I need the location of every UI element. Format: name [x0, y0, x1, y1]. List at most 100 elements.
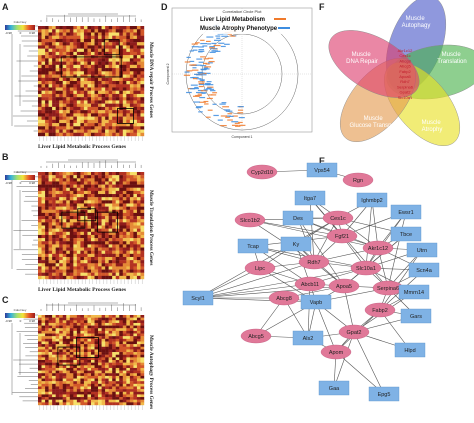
liver-gene-mark — [206, 97, 213, 100]
network-edge — [365, 199, 373, 269]
network-node-label: Scn4a — [416, 268, 433, 274]
muscle-gene-mark — [198, 61, 204, 63]
cluster-box — [103, 39, 120, 56]
venn-label-atrophy: Muscle Atrophy — [422, 120, 443, 133]
muscle-gene-mark — [186, 56, 191, 59]
cluster-box — [60, 56, 122, 78]
liver-gene-mark — [189, 64, 195, 66]
liver-gene-mark — [195, 42, 200, 44]
network-edge — [197, 261, 315, 299]
network-node-label: Abcb11 — [301, 282, 319, 288]
liver-gene-mark — [238, 121, 243, 124]
venn-label-glucose-l1: Muscle — [364, 116, 384, 122]
network-node-slc10a1: Slc10a1 — [350, 260, 382, 276]
network-edge — [365, 211, 407, 269]
venn-label-autophagy-l1: Muscle — [406, 16, 426, 22]
liver-gene-mark — [204, 66, 212, 68]
network-node-itga7: Itga7 — [294, 190, 326, 206]
muscle-gene-mark — [221, 35, 228, 37]
muscle-gene-mark — [209, 51, 216, 53]
network-node-scyl1: Scyl1 — [182, 290, 214, 306]
network-node-label: Tcap — [247, 244, 259, 250]
legend-liver-label: Liver Lipid Metabolism — [200, 17, 265, 23]
muscle-gene-mark — [200, 79, 205, 82]
cluster-box — [117, 108, 134, 124]
muscle-gene-mark — [184, 71, 190, 73]
muscle-gene-mark — [194, 86, 199, 89]
muscle-gene-node-shape — [356, 192, 388, 208]
muscle-gene-mark — [221, 102, 227, 104]
panel-letter-f: F — [319, 2, 325, 12]
muscle-gene-mark — [205, 88, 211, 90]
color-key-b: Color key -0.98 0 0.98 — [3, 170, 37, 186]
color-key-bar — [5, 313, 35, 318]
muscle-gene-mark — [206, 87, 212, 89]
muscle-gene-mark — [210, 90, 216, 92]
liver-gene-mark — [205, 63, 210, 65]
color-key-tick-max: 0.98 — [29, 181, 35, 185]
liver-gene-mark — [204, 103, 209, 105]
liver-gene-mark — [222, 106, 230, 108]
muscle-gene-mark — [220, 45, 226, 48]
muscle-gene-mark — [204, 82, 211, 85]
network-edge — [379, 249, 423, 311]
heatmap-c — [11, 302, 145, 410]
network-edge — [353, 331, 385, 395]
venn-label-translation-l2: Translation — [437, 59, 466, 65]
network-edge — [249, 219, 343, 237]
liver-gene-node-shape — [320, 344, 352, 360]
liver-gene-node-shape — [342, 172, 374, 188]
liver-gene-mark — [200, 39, 205, 41]
network-node-ces1c: Ces1c — [322, 210, 354, 226]
venn-label-glucose-l2: Glucose Transport — [349, 123, 398, 129]
cluster-box — [61, 211, 86, 229]
liver-gene-mark — [199, 101, 206, 103]
liver-gene-node-shape — [234, 212, 266, 228]
muscle-gene-node-shape — [318, 380, 350, 396]
liver-gene-mark — [200, 56, 207, 58]
liver-gene-mark — [186, 70, 193, 72]
venn-label-translation-l1: Muscle — [442, 52, 462, 58]
muscle-gene-mark — [210, 48, 218, 50]
muscle-gene-mark — [225, 110, 233, 112]
muscle-gene-mark — [198, 51, 203, 53]
venn-label-atrophy-l2: Atrophy — [422, 127, 443, 133]
plot-title: Correlation Circle Plot — [223, 9, 263, 14]
liver-gene-mark — [209, 47, 215, 49]
liver-gene-node-shape — [268, 290, 300, 306]
liver-gene-mark — [208, 60, 215, 63]
muscle-gene-mark — [198, 111, 203, 113]
network-node-label: Hlpd — [404, 348, 415, 354]
muscle-gene-mark — [190, 77, 195, 79]
liver-gene-mark — [205, 116, 211, 118]
muscle-gene-mark — [217, 119, 223, 121]
color-key-tick-max: 0.98 — [29, 31, 35, 35]
network-node-label: Slc10a1 — [356, 266, 376, 272]
network-node-label: Utrn — [417, 248, 427, 254]
panel-letter-c: C — [2, 295, 9, 305]
network-node-label: Apoa5 — [336, 284, 352, 290]
color-key-title: Color key — [13, 20, 27, 24]
network-edge — [197, 217, 339, 299]
muscle-gene-node-shape — [398, 284, 430, 300]
dendrogram-left — [11, 171, 38, 275]
muscle-gene-mark — [200, 65, 207, 67]
venn-center-gene: Serpina6 — [397, 84, 414, 89]
network-node-label: Epg5 — [378, 392, 391, 398]
venn-center-gene: Akr1c12 — [398, 48, 413, 53]
muscle-gene-mark — [194, 64, 202, 66]
liver-gene-mark — [220, 115, 228, 117]
muscle-gene-mark — [237, 106, 244, 108]
network-node-ighmbp2: Ighmbp2 — [356, 192, 388, 208]
muscle-gene-mark — [199, 79, 205, 81]
muscle-gene-mark — [193, 87, 199, 90]
muscle-gene-mark — [197, 71, 203, 74]
network-node-tbce: Tbce — [390, 226, 422, 242]
muscle-gene-mark — [216, 37, 221, 39]
muscle-gene-mark — [219, 103, 226, 105]
network-node-tcap: Tcap — [237, 238, 269, 254]
venn-center-gene: Fabp2 — [399, 69, 411, 74]
network-node-rgn: Rgn — [342, 172, 374, 188]
network-edge — [387, 211, 407, 289]
network-node-label: Vapb — [310, 300, 322, 306]
